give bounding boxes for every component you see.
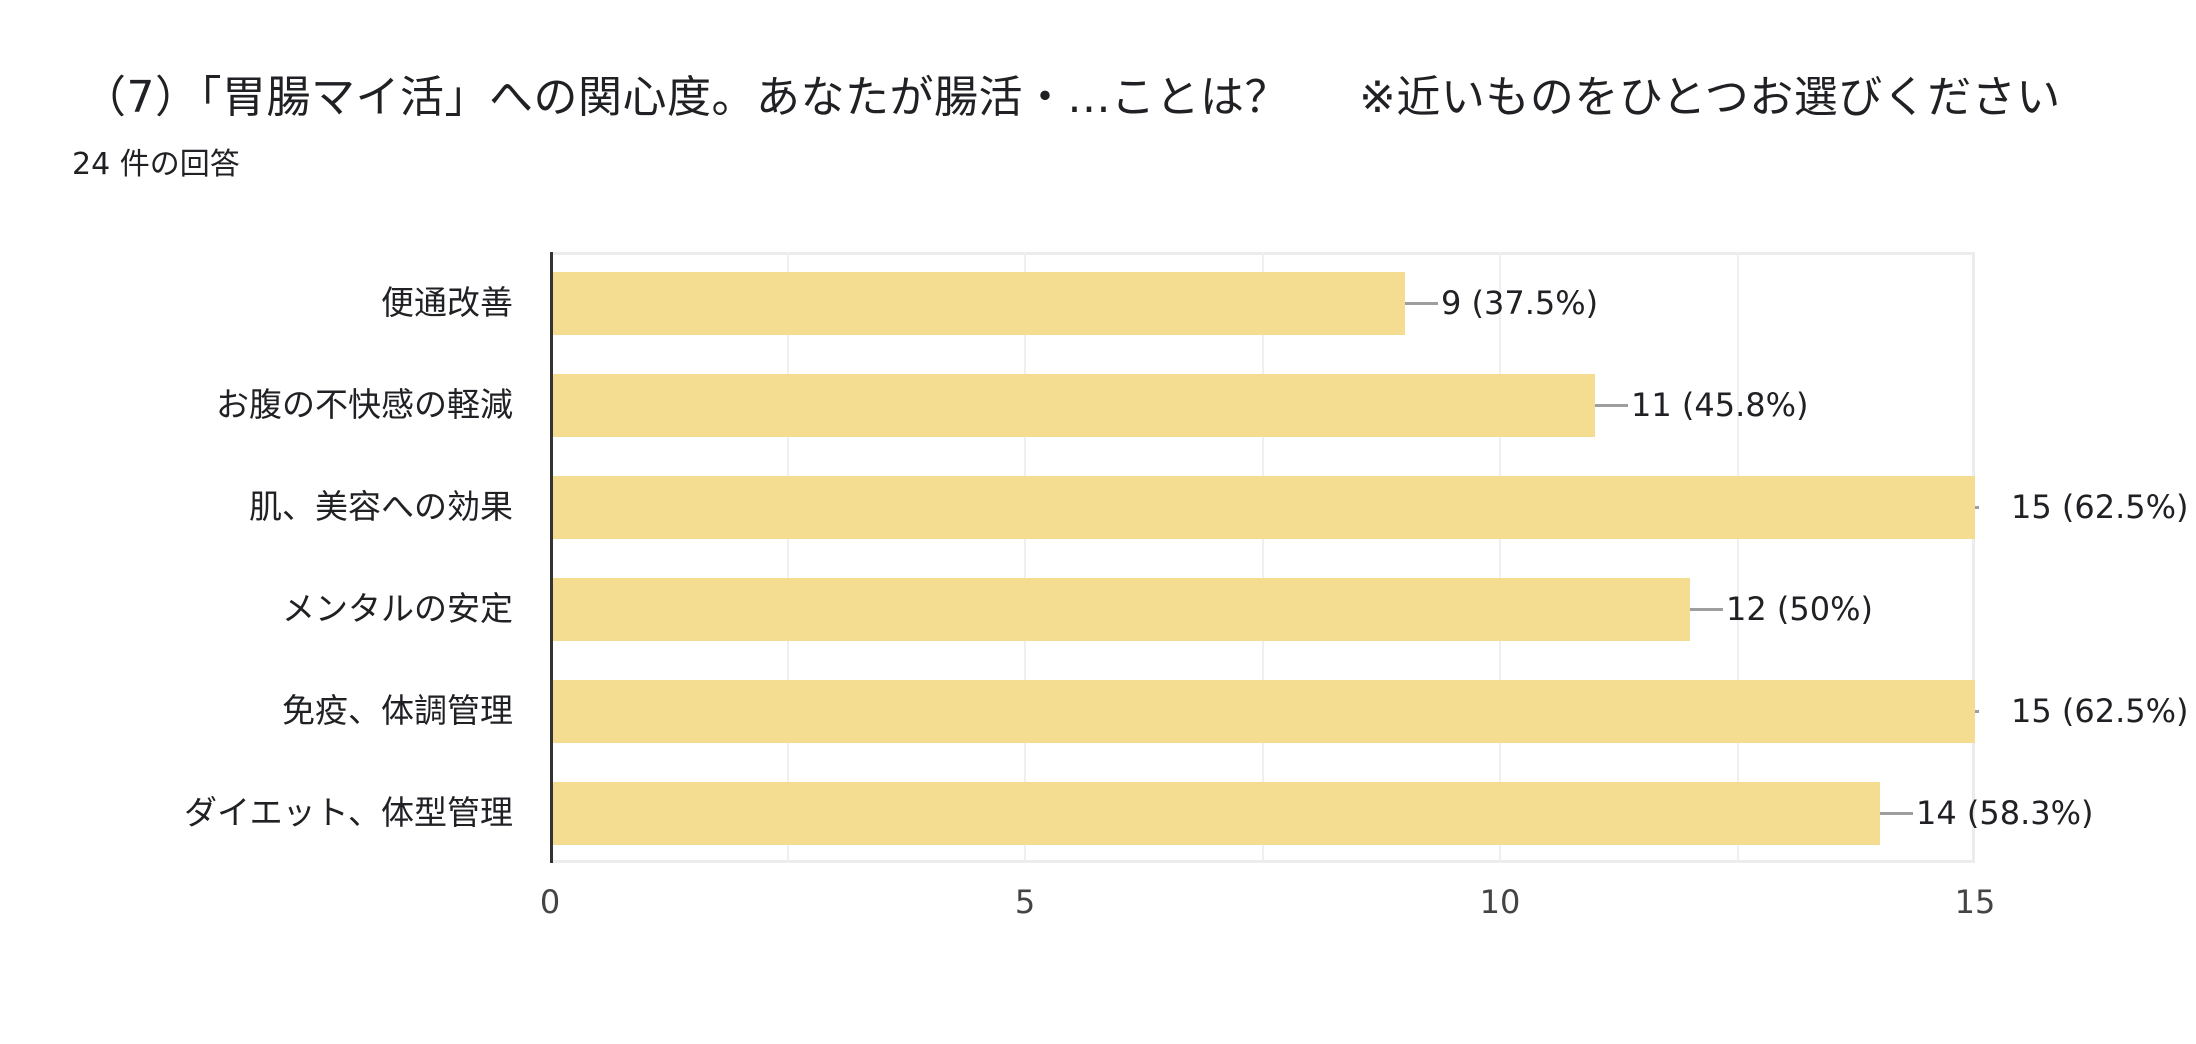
bar-chart-plot-area: 9 (37.5%) 11 (45.8%) 15 (62.5%) 12 (50%) 15 …	[550, 252, 2189, 863]
bar-row: 11 (45.8%)	[550, 374, 1975, 437]
data-label: 15 (62.5%)	[2011, 488, 2189, 526]
category-label: 肌、美容への効果	[249, 487, 513, 526]
x-tick-label: 15	[1954, 883, 1996, 921]
x-tick-label: 10	[1479, 883, 1521, 921]
bar[interactable]	[550, 374, 1595, 437]
response-count: 24 件の回答	[72, 147, 240, 182]
x-tick-label: 5	[1014, 883, 1036, 921]
gridline	[1499, 252, 1501, 863]
question-note: ※近いものをひとつお選びください	[1358, 72, 2061, 123]
bar[interactable]	[550, 476, 1975, 539]
gridline	[1024, 252, 1026, 863]
category-label: ダイエット、体型管理	[183, 793, 513, 832]
data-label: 11 (45.8%)	[1631, 386, 1809, 424]
bar-row: 12 (50%)	[550, 578, 1975, 641]
category-label: お腹の不快感の軽減	[216, 385, 513, 424]
data-label: 12 (50%)	[1726, 590, 1873, 628]
gridline	[1261, 252, 1264, 863]
label-leader-line	[1880, 812, 1913, 815]
label-leader-line	[1405, 302, 1438, 305]
bar[interactable]	[550, 782, 1880, 845]
question-title: （7）「胃腸マイ活」への関心度。あなたが腸活・...ことは？ ※近いものをひとつお…	[82, 68, 2061, 128]
label-leader-line	[1975, 710, 1979, 713]
bar-row: 15 (62.5%)	[550, 680, 2189, 743]
data-label: 15 (62.5%)	[2011, 692, 2189, 730]
gridline	[1736, 252, 1739, 863]
bar-row: 9 (37.5%)	[550, 272, 1975, 335]
data-label: 9 (37.5%)	[1441, 284, 1599, 322]
label-leader-line	[1595, 404, 1628, 407]
bar[interactable]	[550, 578, 1690, 641]
bar[interactable]	[550, 272, 1405, 335]
gridline	[786, 252, 789, 863]
x-tick-label: 0	[539, 883, 561, 921]
bar[interactable]	[550, 680, 1975, 743]
bar-row: 14 (58.3%)	[550, 782, 2094, 845]
label-leader-line	[1975, 506, 1979, 509]
category-label: 便通改善	[381, 283, 513, 322]
data-label: 14 (58.3%)	[1916, 794, 2094, 832]
question-text: （7）「胃腸マイ活」への関心度。あなたが腸活・...ことは？	[82, 72, 1289, 123]
label-leader-line	[1690, 608, 1723, 611]
category-label: メンタルの安定	[282, 589, 513, 628]
bar-row: 15 (62.5%)	[550, 476, 2189, 539]
y-axis-line	[550, 252, 553, 863]
category-label: 免疫、体調管理	[282, 691, 513, 730]
